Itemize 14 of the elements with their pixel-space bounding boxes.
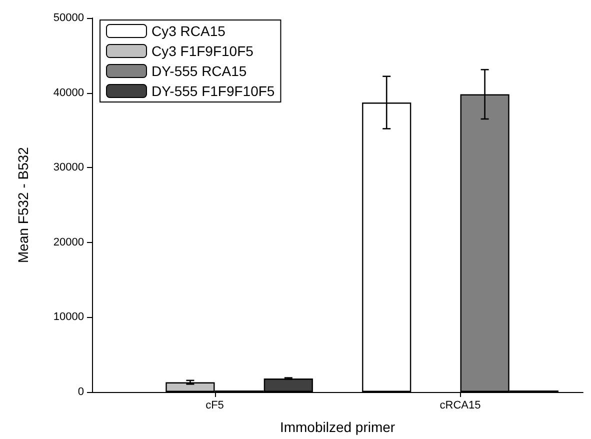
legend-label: Cy3 F1F9F10F5	[152, 43, 254, 59]
y-tick-label: 50000	[53, 12, 84, 24]
legend-label: Cy3 RCA15	[152, 23, 226, 39]
x-tick-label: cF5	[206, 400, 224, 412]
y-tick-label: 30000	[53, 162, 84, 174]
y-tick-label: 40000	[53, 86, 84, 99]
legend-label: DY-555 RCA15	[152, 63, 247, 79]
x-tick-label: cRCA15	[440, 400, 481, 412]
y-tick-label: 0	[78, 386, 84, 398]
y-tick-label: 20000	[53, 236, 84, 248]
y-tick-label: 10000	[53, 311, 84, 324]
x-axis-title: Immobilzed primer	[280, 419, 396, 435]
legend-label: DY-555 F1F9F10F5	[152, 83, 275, 99]
y-axis-title: Mean F532 - B532	[15, 146, 31, 263]
